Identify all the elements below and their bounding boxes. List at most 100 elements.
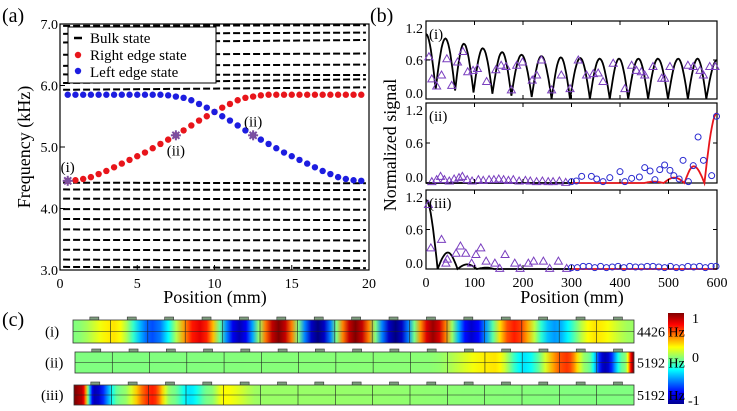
- y-tick-label: 6.0: [41, 80, 59, 95]
- triangle-measurement: [710, 61, 720, 70]
- triangle-measurement: [509, 258, 520, 267]
- left-edge-point: [95, 91, 102, 98]
- x-tick-label: 300: [561, 276, 582, 291]
- star-stroke: [171, 131, 181, 140]
- bulk-state-line: [63, 86, 366, 91]
- triangle-measurement: [457, 46, 468, 56]
- triangle-measurement: [508, 174, 519, 184]
- triangle-measurement: [452, 56, 463, 66]
- triangle-measurement: [471, 249, 481, 259]
- left-edge-point: [288, 153, 295, 160]
- triangle-measurement: [593, 67, 604, 77]
- right-edge-point: [118, 160, 126, 167]
- triangle-measurement: [704, 61, 715, 70]
- left-edge-point: [265, 140, 272, 148]
- left-edge-point: [126, 91, 133, 98]
- left-edge-point: [172, 93, 180, 100]
- circle-measurement: [699, 156, 707, 164]
- triangle-measurement: [498, 174, 509, 184]
- triangle-measurement: [475, 242, 486, 252]
- right-edge-point: [296, 91, 303, 98]
- triangle-measurement: [554, 175, 565, 185]
- circle-measurement: [616, 168, 624, 176]
- right-edge-point: [358, 91, 365, 98]
- panel-a-ticks: 0 5 10 15 20 3.0 4.0 5.0 6.0 7.0: [41, 18, 377, 292]
- bulk-state-line: [63, 258, 366, 262]
- circle-measurement: [666, 166, 674, 174]
- circle-measurement: [694, 133, 702, 141]
- triangle-measurement: [436, 69, 447, 79]
- right-edge-point: [219, 104, 226, 111]
- triangle-measurement: [536, 54, 547, 64]
- triangle-measurement: [639, 69, 650, 79]
- right-edge-point: [234, 97, 241, 104]
- right-edge-point: [110, 164, 118, 171]
- bulk-state-line: [63, 238, 366, 242]
- row-label: (ii): [45, 356, 63, 372]
- triangle-measurement: [441, 53, 452, 63]
- left-edge-point: [118, 91, 126, 98]
- left-edge-point: [342, 175, 350, 183]
- left-edge-point: [203, 104, 210, 111]
- x-tick-label: 600: [707, 276, 728, 291]
- right-edge-point: [164, 136, 172, 143]
- x-tick-label: 15: [285, 277, 299, 292]
- circle-measurement: [670, 172, 678, 180]
- left-edge-point: [226, 117, 234, 124]
- right-edge-point: [327, 91, 334, 98]
- left-edge-point: [103, 91, 110, 98]
- bulk-state-line: [63, 228, 366, 232]
- waveguide-row-3: (iii) 5192 Hz: [41, 381, 685, 406]
- waveguide-row-2: (ii) 5192 Hz: [45, 348, 685, 374]
- triangle-measurement: [496, 60, 507, 69]
- left-edge-point: [157, 91, 164, 98]
- star-marker: [170, 130, 181, 141]
- subplot-label: (ii): [429, 109, 447, 125]
- panel-a-label: (a): [2, 5, 24, 27]
- circle-measurement: [651, 176, 659, 184]
- triangle-measurement: [665, 61, 675, 70]
- triangle-measurement: [683, 60, 693, 69]
- left-edge-point: [149, 91, 156, 98]
- triangle-measurement: [648, 61, 658, 70]
- triangle-measurement: [531, 69, 542, 79]
- bulk-state-line: [63, 248, 366, 252]
- y-tick-label: 0.6: [406, 54, 424, 69]
- triangle-measurement: [460, 248, 471, 257]
- y-tick-label: 1.2: [406, 104, 424, 119]
- left-edge-point: [319, 167, 326, 175]
- right-edge-point: [95, 170, 102, 178]
- triangle-measurement: [544, 263, 555, 272]
- star-stroke: [63, 176, 72, 186]
- right-edge-point: [72, 177, 79, 184]
- right-edge-point: [350, 91, 357, 98]
- triangle-measurement: [573, 54, 584, 64]
- circle-measurement: [635, 173, 643, 181]
- right-edge-point: [288, 91, 295, 98]
- x-tick-label: 10: [208, 277, 222, 292]
- triangle-measurement: [528, 256, 539, 265]
- subplot-label: (iii): [429, 196, 452, 212]
- y-tick-label: 0.6: [406, 137, 424, 152]
- triangle-measurement: [695, 65, 705, 74]
- y-tick-label: 0.6: [406, 224, 424, 239]
- left-edge-point: [273, 145, 280, 152]
- triangle-measurement: [457, 171, 468, 180]
- right-edge-point: [195, 117, 203, 124]
- left-edge-point: [311, 164, 319, 171]
- subplot-3: 0.0 0.6 1.2 (iii): [406, 189, 720, 272]
- circle-measurement: [656, 166, 664, 174]
- circle-measurement: [689, 162, 697, 170]
- circle-measurement: [708, 172, 716, 180]
- y-tick-label: 5.0: [41, 141, 59, 156]
- circle-measurement: [628, 174, 636, 182]
- colorbar-mid-label: 0: [692, 351, 699, 366]
- y-tick-label: 1.2: [406, 191, 424, 206]
- circle-measurement: [641, 164, 649, 172]
- legend-bulk-label: Bulk state: [90, 31, 151, 47]
- right-edge-point: [319, 91, 326, 98]
- panel-c-label: (c): [2, 309, 24, 331]
- right-edge-point: [203, 113, 210, 120]
- colorbar: [668, 313, 684, 404]
- left-edge-point: [87, 91, 95, 98]
